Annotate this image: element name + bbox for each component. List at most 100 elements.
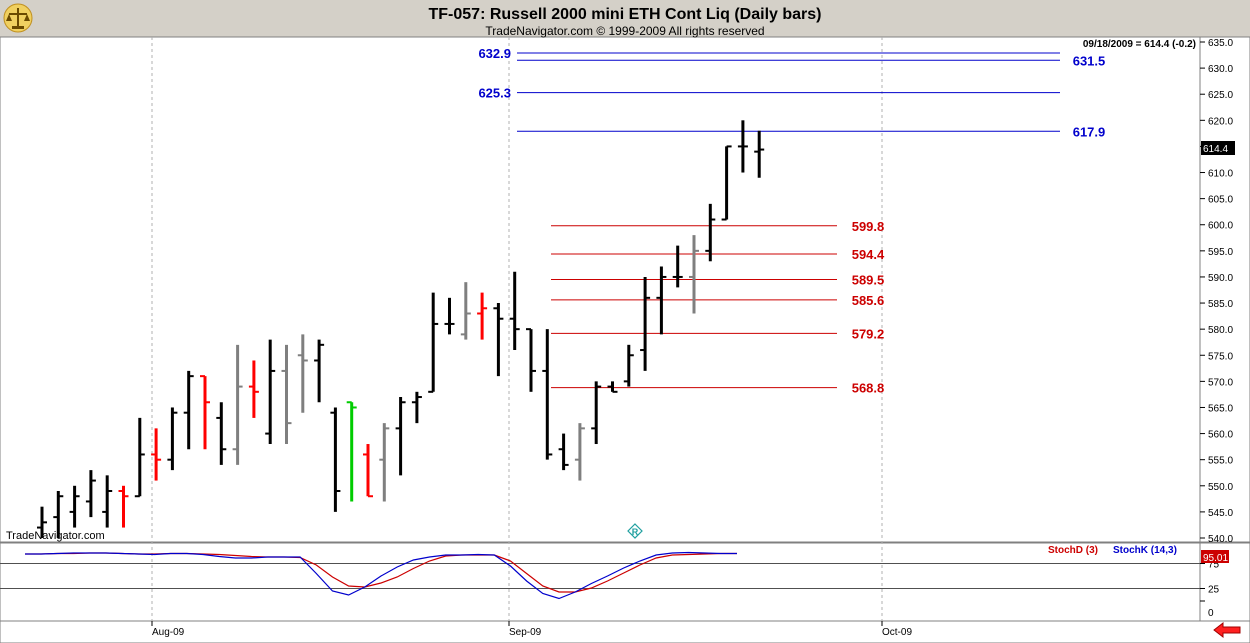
ohlc-bar [281,344,292,445]
ohlc-bar [542,329,553,460]
chart-subtitle: TradeNavigator.com © 1999-2009 All right… [485,24,764,38]
svg-text:R: R [632,527,639,537]
last-price-label: 614.4 [1203,144,1228,155]
date-axis-labels: Aug-09 Sep-09 Oct-09 [151,621,912,638]
ohlc-bar [330,407,341,512]
price-tick-label: 595.0 [1208,247,1233,258]
price-tick-label: 635.0 [1208,38,1233,49]
ohlc-bar [705,203,716,262]
ohlc-bar [477,292,488,340]
ohlc-bar [395,397,406,476]
price-tick-label: 630.0 [1208,64,1233,75]
price-tick-label: 565.0 [1208,403,1233,414]
ohlc-bar [444,297,455,335]
price-tick-label: 540.0 [1208,534,1233,545]
price-tick-label: 600.0 [1208,221,1233,232]
stoch-k-line [25,551,737,600]
price-level-label: 632.9 [478,46,511,61]
price-level-label: 589.5 [852,273,885,288]
ohlc-bar [216,402,227,465]
ohlc-bar [183,370,194,450]
price-tick-label: 570.0 [1208,377,1233,388]
price-tick-label: 550.0 [1208,482,1233,493]
chart-title: TF-057: Russell 2000 mini ETH Cont Liq (… [429,6,822,23]
ohlc-bar [493,303,504,377]
ohlc-bar [591,381,602,445]
stoch-plot-area[interactable] [0,542,1201,622]
price-axis[interactable] [1199,36,1250,543]
price-tick-label: 605.0 [1208,195,1233,206]
date-tick-label: Aug-09 [152,627,185,638]
price-level-label: 631.5 [1073,53,1106,68]
price-level-label: 579.2 [852,326,885,341]
ohlc-bar [558,433,569,471]
ohlc-bars [37,120,765,538]
gridlines [151,37,883,621]
price-tick-label: 560.0 [1208,430,1233,441]
ohlc-bar [379,423,390,502]
ohlc-bar [656,266,667,335]
ohlc-bar [297,334,308,413]
ohlc-bar [721,145,732,221]
price-level-label: 585.6 [852,293,885,308]
ohlc-bar [248,360,259,418]
ohlc-bar [265,339,276,445]
back-arrow-icon[interactable] [1213,621,1241,639]
ohlc-bar [574,423,585,481]
stochastic-panel: 0 25 75 [0,551,1220,619]
price-tick-label: 625.0 [1208,90,1233,101]
ohlc-bar [200,375,210,450]
price-tick-label: 585.0 [1208,299,1233,310]
price-tick-label: 620.0 [1208,116,1233,127]
price-tick-label: 575.0 [1208,351,1233,362]
ohlc-bar [102,475,113,528]
price-tick-label: 610.0 [1208,169,1233,180]
ohlc-bar [754,130,765,178]
ohlc-bar [85,470,96,518]
ohlc-bar [460,282,471,340]
price-level-label: 594.4 [852,247,885,262]
stoch-tick-label: 0 [1208,608,1214,619]
stoch-d-legend: StochD (3) [1048,545,1098,556]
ohlc-bar [151,428,162,481]
price-tick-label: 555.0 [1208,456,1233,467]
watermark: TradeNavigator.com [6,530,105,542]
last-bar-info: 09/18/2009 = 614.4 (-0.2) [1083,39,1196,50]
stoch-last-badge [1201,550,1229,563]
price-level-label: 599.8 [852,219,885,234]
date-axis[interactable] [0,620,1250,643]
price-level-label: 617.9 [1073,124,1106,139]
ohlc-bar [363,444,373,498]
ohlc-bar [69,485,80,528]
ohlc-bar [428,292,439,393]
ohlc-bar [232,344,243,465]
date-tick-label: Sep-09 [509,627,542,638]
ohlc-bar [314,339,325,403]
ohlc-bar [509,271,520,351]
ohlc-bar [118,485,129,528]
ohlc-bar [53,491,64,538]
ohlc-bar [167,407,178,471]
ohlc-bar [640,276,651,371]
price-plot-area[interactable] [0,36,1201,543]
ohlc-bar [623,344,634,387]
stoch-tick-label: 75 [1208,560,1220,571]
price-level-label: 568.8 [852,381,885,396]
ohlc-bar [37,506,47,538]
ohlc-bar [672,245,683,288]
price-tick-label: 590.0 [1208,273,1233,284]
stoch-last-label: 95.01 [1203,553,1228,564]
ohlc-bar [346,401,357,502]
ohlc-bar [689,235,699,314]
price-levels: 632.9 631.5 625.3 617.9 599.8 594.4 589.5 585.6… [478,46,1105,396]
stoch-tick-label: 25 [1208,585,1220,596]
ohlc-bar [134,417,145,498]
r-marker-icon[interactable]: R [627,523,643,539]
stoch-k-legend: StochK (14,3) [1113,545,1177,556]
price-tick-label: 545.0 [1208,508,1233,519]
price-level-label: 625.3 [478,86,511,101]
ohlc-bar [607,381,618,393]
ohlc-bar [411,391,422,424]
logo-icon [3,3,33,33]
